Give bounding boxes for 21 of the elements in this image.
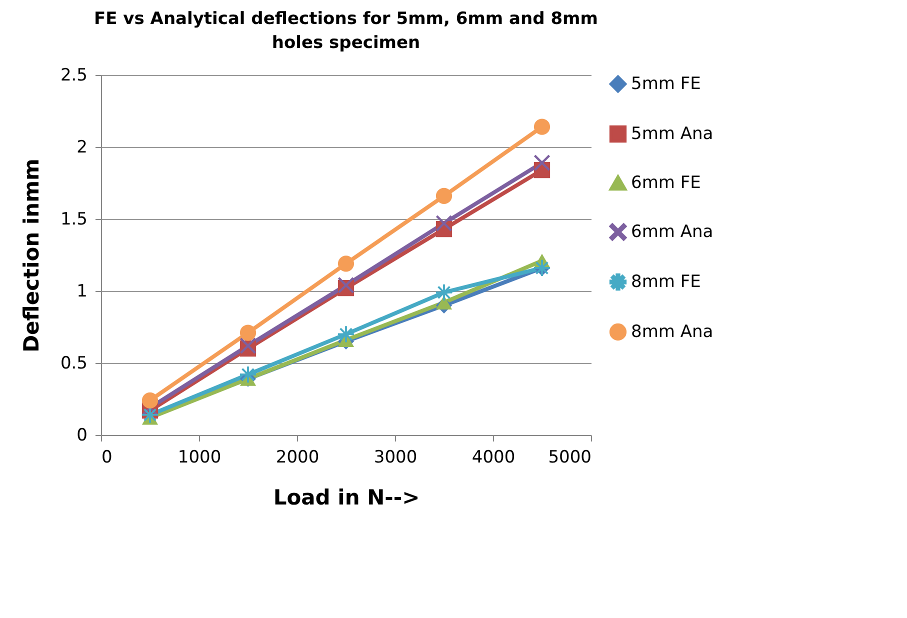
- x-tick-label: 0: [102, 448, 112, 468]
- y-tick-label: 0.5: [60, 354, 88, 374]
- legend-label: 5mm FE: [631, 74, 701, 94]
- legend-label: 6mm Ana: [631, 222, 714, 242]
- x-tick-label: 4000: [472, 448, 516, 468]
- chart-title: FE vs Analytical deflections for 5mm, 6mm and 8mm holes specimen: [94, 9, 598, 53]
- x-axis-title: Load in N-->: [273, 486, 420, 510]
- y-tick-label: 1.5: [60, 210, 88, 230]
- x-tick-label: 5000: [548, 448, 592, 468]
- y-tick-label: 0: [76, 426, 88, 446]
- y-tick-label: 2: [76, 138, 88, 158]
- legend-label: 8mm Ana: [631, 322, 714, 342]
- x-tick-label: 3000: [374, 448, 418, 468]
- y-tick-label: 2.5: [60, 66, 88, 86]
- x-tick-label: 2000: [276, 448, 320, 468]
- y-tick-label: 1: [76, 282, 88, 302]
- y-axis-title: Deflection inmm: [19, 158, 44, 352]
- legend-label: 5mm Ana: [631, 124, 714, 144]
- legend-label: 8mm FE: [631, 272, 701, 292]
- legend-label: 6mm FE: [631, 173, 701, 193]
- x-tick-label: 1000: [178, 448, 222, 468]
